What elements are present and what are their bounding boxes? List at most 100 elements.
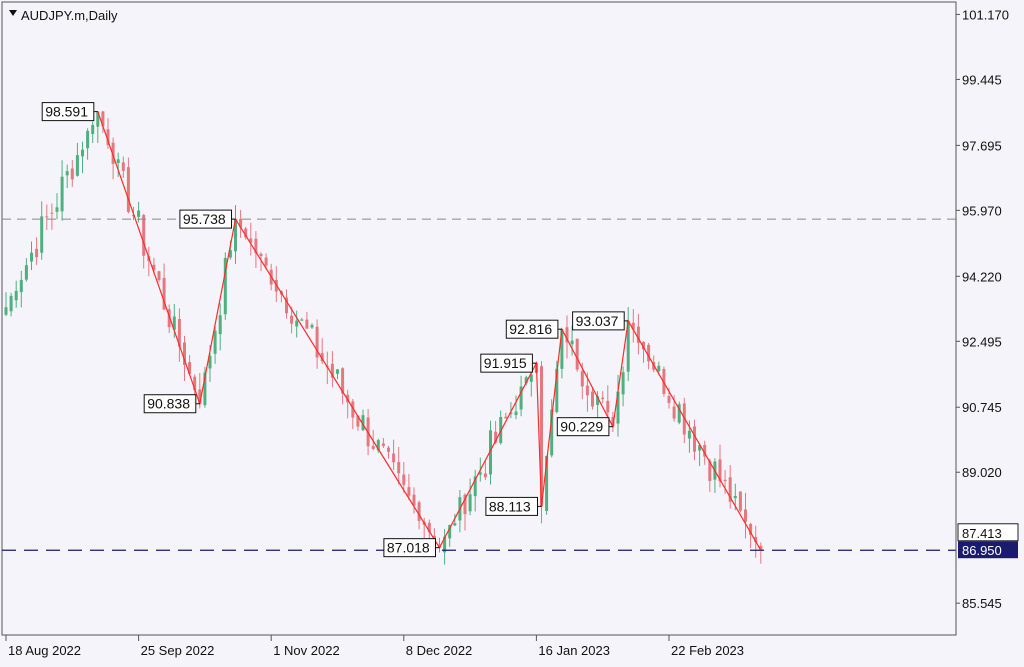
candle-body (213, 330, 217, 354)
candle-body (708, 460, 712, 482)
candle-body (744, 509, 747, 522)
pivot-label-box (556, 417, 610, 437)
candle-body (596, 396, 600, 405)
candle-body (346, 394, 350, 403)
price-tick-label: 90.745 (962, 400, 1002, 415)
candle-body (524, 377, 528, 384)
pivot-label-box (41, 102, 95, 122)
candle-body (75, 155, 79, 176)
candle-body (300, 319, 304, 321)
date-tick-label: 22 Feb 2023 (671, 643, 744, 658)
candle-body (575, 338, 579, 370)
candle-body (432, 535, 436, 541)
candle-body (188, 362, 192, 374)
hline-price-label: 86.950 (962, 543, 1002, 558)
candle-body (672, 406, 676, 419)
candle-body (152, 264, 156, 271)
candle-body (580, 371, 584, 387)
date-tick-label: 18 Aug 2022 (8, 643, 81, 658)
candle-body (45, 216, 49, 218)
candle-body (111, 142, 115, 164)
price-tick-label: 94.220 (962, 269, 1002, 284)
candle-body (157, 271, 161, 281)
candle-body (40, 216, 44, 253)
candle-body (183, 342, 186, 365)
candle-body (91, 124, 95, 135)
candle-body (259, 253, 263, 257)
candle-body (585, 385, 589, 396)
candle-body (514, 411, 518, 416)
candle-body (606, 400, 610, 413)
candle-body (172, 316, 176, 330)
candle-body (611, 417, 615, 427)
candle-body (65, 171, 69, 176)
candle-body (198, 389, 202, 404)
candle-body (60, 176, 64, 212)
candle-body (356, 415, 360, 427)
price-tick-label: 92.495 (962, 334, 1002, 349)
candle-body (647, 344, 651, 362)
price-tick-label: 95.970 (962, 203, 1002, 218)
dropdown-triangle-icon[interactable] (9, 10, 17, 16)
candle-body (657, 365, 661, 372)
candle-body (636, 326, 640, 343)
candle-body (626, 320, 630, 372)
candle-body (438, 544, 441, 548)
candle-body (754, 536, 758, 543)
candle-body (9, 295, 13, 312)
pivot-label: 87.018 (387, 540, 430, 556)
candle-body (718, 459, 722, 482)
candle-body (728, 477, 732, 502)
candle-body (142, 214, 146, 256)
pivot-label-box (572, 311, 625, 331)
candle-body (616, 391, 620, 424)
current-price-label: 87.413 (962, 526, 1002, 541)
candle-body (351, 401, 355, 418)
candle-body (540, 366, 543, 507)
candle-body (698, 445, 702, 451)
candle-body (70, 168, 74, 180)
candle-body (295, 320, 299, 327)
candle-body (96, 111, 100, 127)
candle-body (519, 386, 523, 410)
symbol-title: AUDJPY.m,Daily (21, 8, 118, 23)
candle-body (310, 324, 314, 328)
candle-body (239, 218, 243, 228)
candle-body (509, 412, 513, 414)
candle-body (162, 277, 166, 310)
candle-body (218, 315, 222, 335)
candle-body (361, 415, 365, 431)
pivot-label: 90.838 (147, 396, 190, 412)
candle-body (621, 372, 625, 395)
candle-body (677, 404, 681, 423)
pivot-label-box (485, 496, 538, 516)
candle-body (376, 440, 380, 451)
candle-body (121, 162, 125, 171)
price-tick-label: 99.445 (962, 72, 1002, 87)
candle-body (285, 297, 288, 314)
candle-body (305, 319, 309, 329)
candle-body (489, 430, 492, 475)
candle-body (387, 447, 390, 452)
candle-body (336, 369, 339, 374)
candle-body (30, 252, 33, 262)
candle-body (24, 265, 28, 280)
candle-body (244, 228, 248, 238)
candle-body (86, 130, 90, 149)
candle-body (264, 257, 268, 266)
candle-body (427, 522, 431, 533)
candle-body (473, 476, 477, 497)
candle-body (529, 374, 533, 382)
price-tick-label: 101.170 (962, 7, 1009, 22)
plot-area (1, 1, 957, 636)
date-tick-label: 1 Nov 2022 (273, 643, 340, 658)
candle-body (759, 545, 763, 551)
candle-body (177, 319, 181, 347)
price-tick-label: 85.545 (962, 596, 1002, 611)
pivot-label-box (143, 394, 197, 414)
candle-body (407, 487, 411, 496)
price-axis: 101.170 99.445 97.695 95.970 94.220 92.495 90.… (955, 2, 1019, 635)
candle-body (330, 363, 334, 378)
candle-body (81, 149, 84, 157)
candle-body (555, 368, 559, 412)
